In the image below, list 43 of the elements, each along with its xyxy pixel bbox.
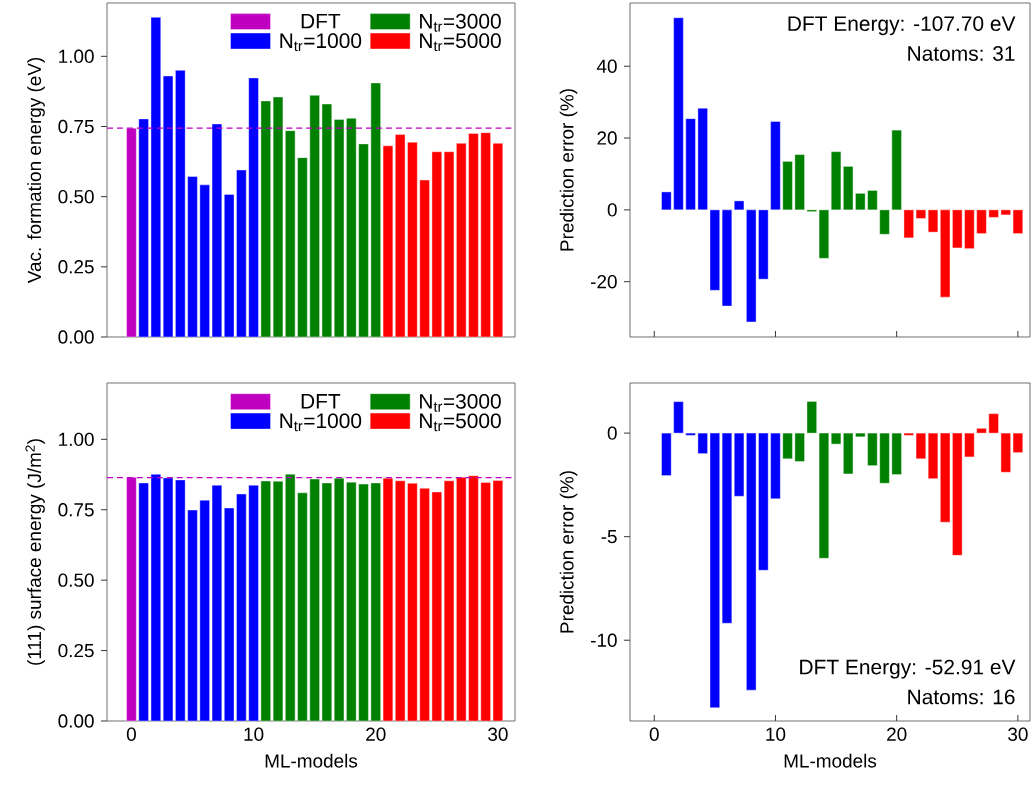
x-axis-title: ML-models — [784, 753, 877, 768]
y-axis-title: Prediction error (%) — [559, 471, 578, 633]
y-axis-title: (111) surface energy (J/m$^{2}$) — [25, 439, 45, 665]
y-tick-label: 20 — [597, 131, 617, 145]
legend-label: DFT — [301, 13, 341, 29]
y-tick-label: 0.25 — [58, 260, 94, 274]
legend-label: N$_{tr}$=5000 — [420, 413, 501, 432]
legend-label: N$_{tr}$=3000 — [420, 393, 501, 412]
y-tick-label: 1.00 — [59, 432, 94, 447]
y-tick-label: 0 — [607, 426, 617, 440]
annotation: Natoms: 16 — [908, 689, 1015, 705]
y-tick-label: 1.00 — [59, 49, 94, 64]
y-tick-label: 0.00 — [58, 714, 94, 728]
annotation: DFT Energy: -107.70 eV — [788, 16, 1016, 36]
y-tick-label: 0.50 — [58, 573, 94, 587]
legend-label: N$_{tr}$=1000 — [280, 413, 362, 432]
x-tick-label: 20 — [366, 727, 386, 741]
y-axis-title: Prediction error (%) — [559, 89, 578, 251]
x-tick-label: 30 — [488, 727, 508, 741]
y-tick-label: 0.75 — [58, 119, 94, 134]
y-tick-label: -10 — [591, 633, 617, 647]
x-tick-label: 20 — [887, 727, 907, 741]
annotation: Natoms: 31 — [908, 46, 1015, 61]
x-tick-label: 0 — [126, 727, 136, 741]
legend-label: N$_{tr}$=5000 — [420, 33, 501, 52]
y-tick-label: 0.50 — [58, 189, 94, 204]
legend-label: N$_{tr}$=1000 — [280, 33, 362, 52]
y-tick-label: -5 — [601, 530, 617, 544]
legend-label: N$_{tr}$=3000 — [420, 13, 501, 32]
y-tick-label: -20 — [591, 274, 617, 289]
y-tick-label: 0.25 — [58, 643, 94, 658]
y-tick-label: 0.00 — [58, 330, 94, 344]
x-axis-title: ML-models — [265, 753, 358, 768]
y-tick-label: 0 — [607, 203, 617, 217]
annotation: DFT Energy: -52.91 eV — [800, 659, 1016, 679]
x-tick-label: 10 — [766, 727, 786, 741]
x-tick-label: 10 — [244, 727, 264, 741]
y-tick-label: 40 — [596, 59, 617, 73]
x-tick-label: 30 — [1008, 727, 1028, 741]
x-tick-label: 0 — [649, 727, 659, 741]
legend-label: DFT — [301, 394, 341, 409]
y-tick-label: 0.75 — [58, 503, 94, 517]
y-axis-title: Vac. formation energy (eV) — [27, 57, 45, 284]
